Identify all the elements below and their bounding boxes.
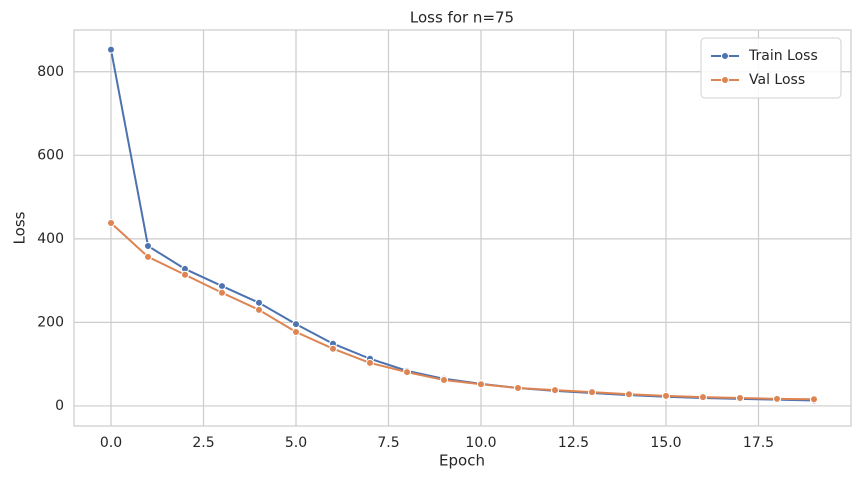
marker (292, 328, 300, 337)
marker (440, 376, 448, 385)
marker (773, 394, 781, 403)
marker (625, 390, 633, 399)
marker (662, 391, 670, 400)
x-axis-label: Epoch (439, 452, 485, 470)
marker (144, 252, 152, 261)
marker (810, 395, 818, 404)
marker (329, 344, 337, 353)
y-tick-label: 200 (37, 314, 64, 330)
marker (588, 388, 596, 397)
marker (403, 368, 411, 377)
marker (218, 282, 226, 291)
x-tick-label: 12.5 (558, 435, 589, 451)
marker (514, 383, 522, 392)
marker (107, 45, 115, 54)
y-tick-label: 600 (37, 147, 64, 163)
x-tick-label: 2.5 (192, 435, 214, 451)
marker (107, 218, 115, 227)
marker (218, 288, 226, 297)
line (110, 222, 815, 401)
x-tick-label: 10.0 (465, 435, 496, 451)
x-tick-label: 17.5 (743, 435, 774, 451)
x-tick-label: 5.0 (285, 435, 307, 451)
y-tick-label: 0 (55, 398, 64, 414)
x-tick-label: 15.0 (650, 435, 681, 451)
marker (551, 386, 559, 395)
marker (699, 393, 707, 402)
chart-title: Loss for n=75 (410, 9, 514, 27)
marker (144, 241, 152, 250)
marker (736, 394, 744, 403)
marker (255, 305, 263, 314)
marker (181, 270, 189, 279)
legend-marker (721, 52, 729, 60)
marker (477, 380, 485, 389)
y-axis-label: Loss (11, 211, 29, 244)
x-tick-label: 0.0 (100, 435, 122, 451)
legend-box (700, 37, 842, 99)
marker (366, 358, 374, 367)
x-tick-label: 7.5 (377, 435, 399, 451)
legend-marker (721, 76, 729, 84)
legend-label: Val Loss (749, 72, 805, 88)
marker (292, 320, 300, 329)
marker (255, 298, 263, 307)
y-tick-label: 800 (37, 64, 64, 80)
y-tick-label: 400 (37, 231, 64, 247)
legend-label: Train Loss (748, 48, 818, 64)
